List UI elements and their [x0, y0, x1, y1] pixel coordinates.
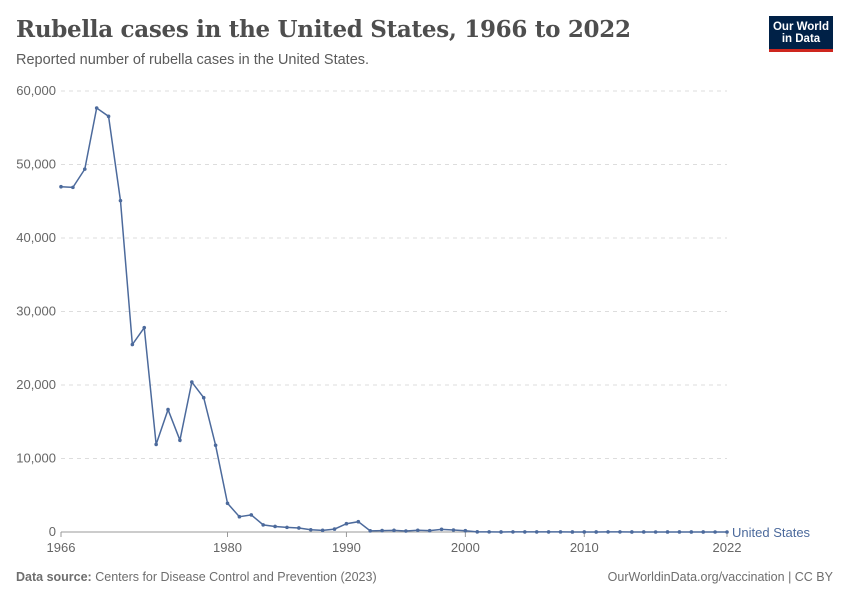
- x-tick-label: 2010: [570, 540, 599, 555]
- data-point: [487, 530, 491, 534]
- data-point: [558, 530, 563, 534]
- data-point: [178, 438, 182, 442]
- data-point: [523, 530, 527, 534]
- data-point: [368, 529, 373, 533]
- y-tick-label: 40,000: [16, 230, 56, 245]
- data-point: [344, 521, 349, 526]
- data-point: [261, 523, 265, 527]
- data-point: [320, 528, 325, 533]
- source-text: Centers for Disease Control and Preventi…: [95, 570, 377, 584]
- data-point: [82, 167, 87, 171]
- data-point: [641, 530, 646, 534]
- data-point: [392, 528, 396, 533]
- data-point: [653, 530, 658, 534]
- x-tick-label: 1990: [332, 540, 361, 555]
- series-label: United States: [732, 525, 811, 540]
- data-point: [94, 106, 99, 110]
- data-point: [701, 530, 706, 534]
- data-point: [356, 519, 361, 524]
- data-point: [475, 530, 480, 534]
- data-point: [713, 530, 717, 534]
- data-point: [594, 530, 598, 534]
- data-point: [308, 527, 313, 532]
- data-point: [71, 185, 75, 190]
- data-point: [570, 530, 575, 534]
- data-source: Data source: Centers for Disease Control…: [16, 570, 377, 584]
- x-tick-label: 1980: [213, 540, 242, 555]
- data-point: [380, 528, 384, 533]
- data-point: [499, 530, 503, 534]
- data-point: [618, 530, 622, 534]
- y-tick-label: 10,000: [16, 451, 56, 466]
- series-line: [60, 106, 727, 533]
- x-tick-label: 1966: [47, 540, 76, 555]
- data-point: [237, 514, 242, 519]
- data-point: [213, 443, 218, 448]
- source-label: Data source:: [16, 570, 92, 584]
- data-point: [630, 530, 634, 534]
- data-point: [190, 380, 194, 384]
- data-point: [606, 530, 610, 534]
- data-point: [451, 528, 456, 532]
- data-point: [106, 114, 111, 119]
- y-tick-label: 0: [49, 524, 56, 539]
- y-tick-label: 60,000: [16, 83, 56, 98]
- data-point: [249, 513, 254, 517]
- owid-logo[interactable]: Our World in Data: [769, 16, 833, 52]
- data-point: [154, 442, 158, 447]
- y-tick-label: 20,000: [16, 377, 56, 392]
- data-point: [665, 530, 670, 534]
- data-point: [273, 524, 277, 529]
- data-point: [546, 530, 551, 534]
- data-point: [427, 528, 432, 533]
- data-point: [415, 528, 420, 533]
- x-tick-label: 2022: [713, 540, 742, 555]
- footer-link[interactable]: OurWorldinData.org/vaccination | CC BY: [607, 570, 833, 584]
- data-point: [59, 184, 63, 189]
- data-point: [130, 342, 135, 347]
- data-point: [439, 527, 444, 532]
- data-point: [166, 407, 170, 412]
- data-point: [297, 526, 301, 530]
- data-point: [404, 529, 408, 533]
- x-tick-label: 2000: [451, 540, 480, 555]
- data-point: [285, 525, 289, 530]
- data-point: [534, 530, 539, 534]
- data-point: [201, 395, 206, 400]
- data-point: [511, 530, 515, 534]
- y-tick-label: 30,000: [16, 304, 56, 319]
- chart-subtitle: Reported number of rubella cases in the …: [16, 52, 370, 68]
- data-point: [142, 325, 147, 330]
- data-point: [463, 528, 468, 533]
- data-point: [677, 530, 682, 534]
- data-point: [689, 530, 694, 534]
- data-point: [582, 530, 587, 534]
- y-tick-label: 50,000: [16, 157, 56, 172]
- data-point: [118, 198, 123, 203]
- data-point: [332, 527, 337, 531]
- data-point: [225, 501, 230, 506]
- data-point: [725, 530, 729, 534]
- chart-title: Rubella cases in the United States, 1966…: [16, 16, 631, 43]
